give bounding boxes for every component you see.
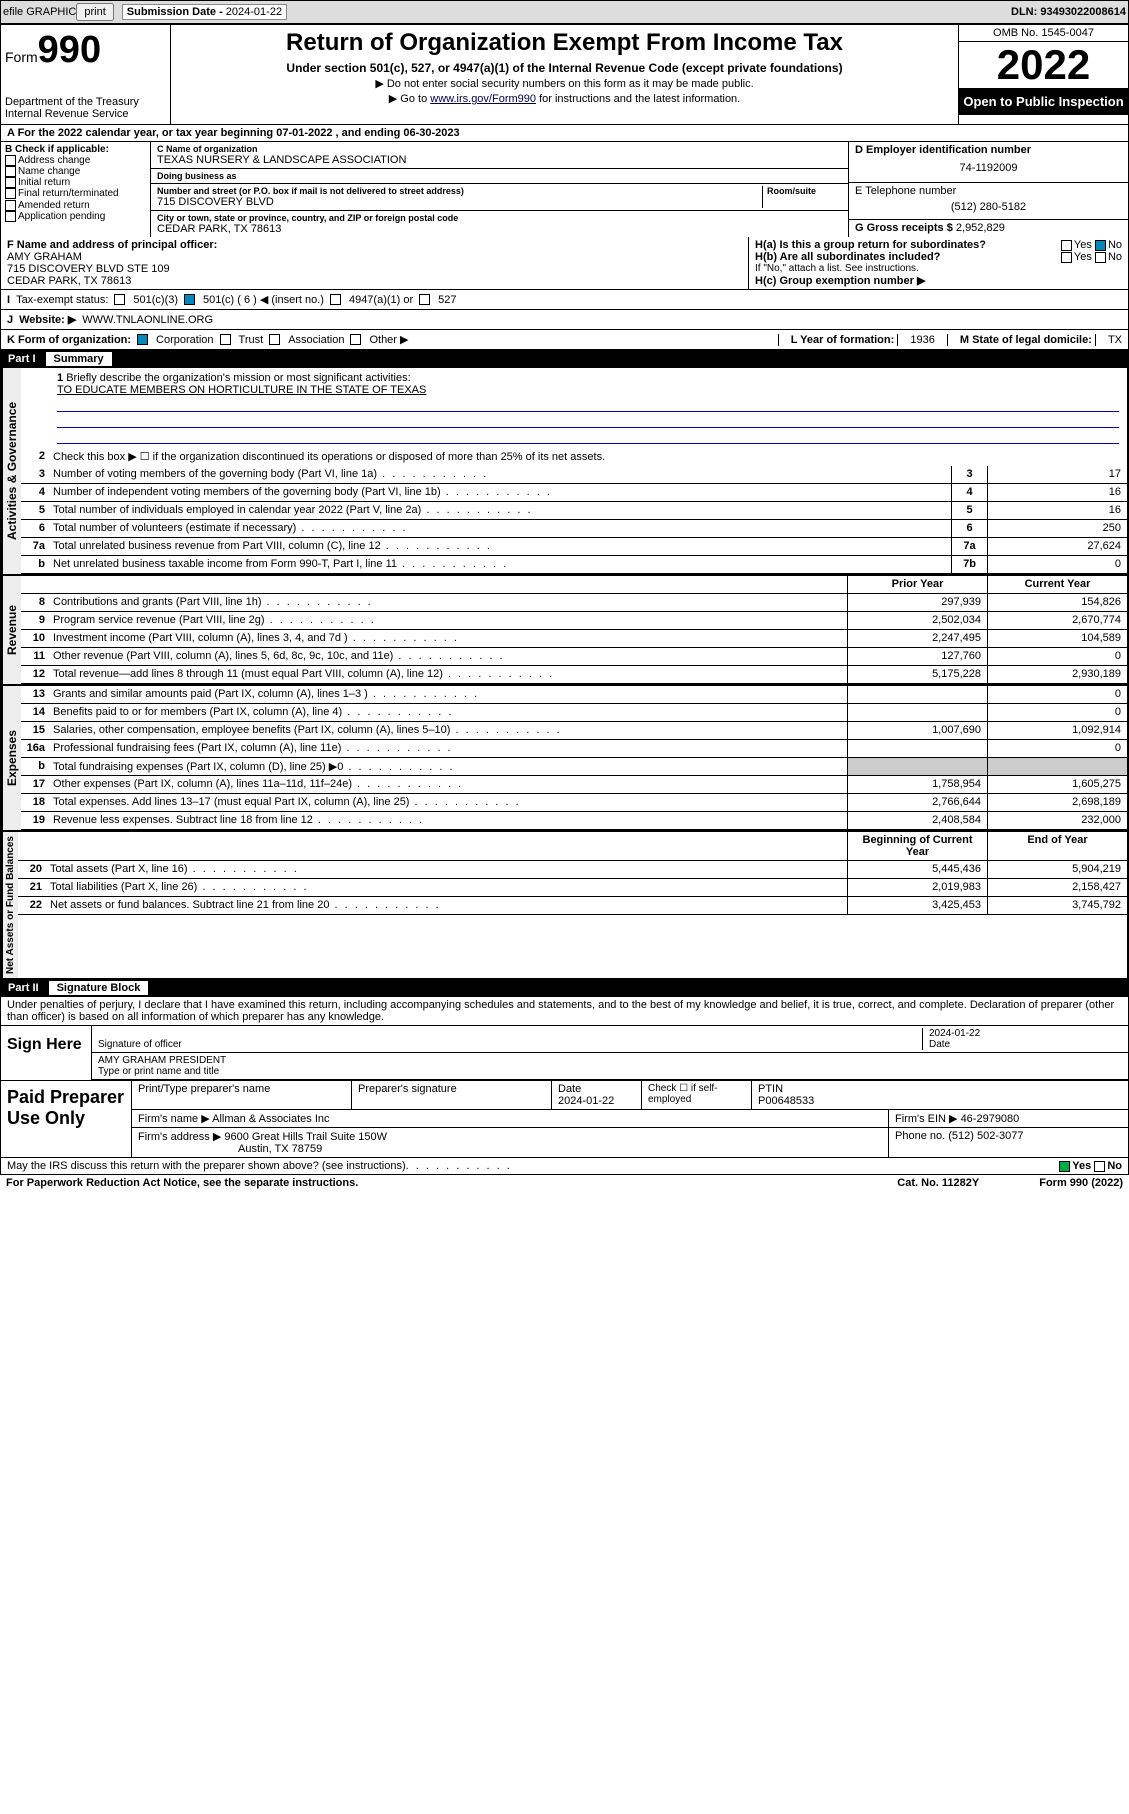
part1-header: Part ISummary [0,350,1129,368]
discuss-row: May the IRS discuss this return with the… [0,1158,1129,1175]
summary-row: 5 Total number of individuals employed i… [21,502,1127,520]
summary-row: 17 Other expenses (Part IX, column (A), … [21,776,1127,794]
firm-ein: 46-2979080 [961,1113,1020,1125]
summary-row: 15 Salaries, other compensation, employe… [21,722,1127,740]
col-c: C Name of organizationTEXAS NURSERY & LA… [151,142,848,237]
irs-link[interactable]: www.irs.gov/Form990 [430,93,536,105]
firm-phone: (512) 502-3077 [948,1130,1023,1142]
signature-block: Under penalties of perjury, I declare th… [0,997,1129,1158]
form-title: Return of Organization Exempt From Incom… [179,29,950,57]
year-formation: 1936 [897,334,934,346]
part2-header: Part IISignature Block [0,979,1129,997]
form-header: Form990 Department of the Treasury Inter… [0,24,1129,125]
section-bcde: B Check if applicable: Address change Na… [0,142,1129,237]
open-inspection: Open to Public Inspection [959,88,1128,115]
summary-row: 11 Other revenue (Part VIII, column (A),… [21,648,1127,666]
summary-row: 9 Program service revenue (Part VIII, li… [21,612,1127,630]
website: WWW.TNLAONLINE.ORG [82,314,213,326]
summary-row: 16a Professional fundraising fees (Part … [21,740,1127,758]
street: 715 DISCOVERY BLVD [157,196,762,208]
row-j: JWebsite: ▶ WWW.TNLAONLINE.ORG [0,310,1129,330]
ssn-note: ▶ Do not enter social security numbers o… [179,77,950,90]
dept-label: Department of the Treasury [5,96,166,108]
gross-receipts: 2,952,829 [956,222,1005,234]
paperwork-notice: For Paperwork Reduction Act Notice, see … [0,1175,1129,1191]
telephone: (512) 280-5182 [855,197,1122,217]
summary-row: 12 Total revenue—add lines 8 through 11 … [21,666,1127,684]
summary-row: 7a Total unrelated business revenue from… [21,538,1127,556]
org-name: TEXAS NURSERY & LANDSCAPE ASSOCIATION [157,154,842,166]
mission-text: TO EDUCATE MEMBERS ON HORTICULTURE IN TH… [57,384,426,396]
tax-year: 2022 [959,42,1128,88]
summary-row: b Total fundraising expenses (Part IX, c… [21,758,1127,776]
summary-row: 4 Number of independent voting members o… [21,484,1127,502]
sig-date: 2024-01-22 [929,1028,980,1039]
501c-check [184,294,195,305]
officer-name: AMY GRAHAM [7,251,82,263]
ha-no-check [1095,240,1106,251]
city: CEDAR PARK, TX 78613 [157,223,842,235]
summary-row: 14 Benefits paid to or for members (Part… [21,704,1127,722]
omb-number: OMB No. 1545-0047 [959,25,1128,42]
top-bar: efile GRAPHIC print Submission Date - 20… [0,0,1129,24]
summary-row: b Net unrelated business taxable income … [21,556,1127,574]
goto-note: ▶ Go to www.irs.gov/Form990 for instruct… [179,92,950,105]
line-a: A For the 2022 calendar year, or tax yea… [0,125,1129,142]
col-b: B Check if applicable: Address change Na… [1,142,151,237]
ein: 74-1192009 [855,156,1122,180]
irs-label: Internal Revenue Service [5,108,166,120]
tab-net: Net Assets or Fund Balances [2,832,18,978]
paid-preparer: Paid Preparer Use Only [1,1081,131,1157]
ptin: P00648533 [758,1095,814,1107]
summary-row: 19 Revenue less expenses. Subtract line … [21,812,1127,830]
summary-row: 13 Grants and similar amounts paid (Part… [21,686,1127,704]
summary-row: 20 Total assets (Part X, line 16) 5,445,… [18,861,1127,879]
tab-expenses: Expenses [2,686,21,830]
summary-row: 10 Investment income (Part VIII, column … [21,630,1127,648]
summary-body: Activities & Governance 1 Briefly descri… [0,368,1129,979]
row-k: K Form of organization: Corporation Trus… [0,330,1129,350]
summary-row: 18 Total expenses. Add lines 13–17 (must… [21,794,1127,812]
row-i: ITax-exempt status: 501(c)(3) 501(c) ( 6… [0,290,1129,310]
print-button[interactable]: print [76,3,113,21]
row-f: F Name and address of principal officer:… [0,237,1129,290]
summary-row: 8 Contributions and grants (Part VIII, l… [21,594,1127,612]
dln: DLN: 93493022008614 [1011,6,1126,18]
firm-name: Allman & Associates Inc [212,1113,329,1125]
domicile: TX [1095,334,1122,346]
sign-here: Sign Here [1,1026,91,1080]
tab-revenue: Revenue [2,576,21,684]
discuss-yes-check [1059,1161,1070,1172]
summary-row: 21 Total liabilities (Part X, line 26) 2… [18,879,1127,897]
summary-row: 22 Net assets or fund balances. Subtract… [18,897,1127,915]
submission-date: Submission Date - 2024-01-22 [122,4,287,20]
form-subtitle: Under section 501(c), 527, or 4947(a)(1)… [179,61,950,75]
summary-row: 3 Number of voting members of the govern… [21,466,1127,484]
officer-printed: AMY GRAHAM PRESIDENT [98,1055,226,1066]
tab-activities: Activities & Governance [2,368,21,574]
col-de: D Employer identification number74-11920… [848,142,1128,237]
form-number: Form990 [5,29,166,72]
corp-check [137,334,148,345]
efile-label: efile GRAPHIC [3,6,76,18]
summary-row: 6 Total number of volunteers (estimate i… [21,520,1127,538]
